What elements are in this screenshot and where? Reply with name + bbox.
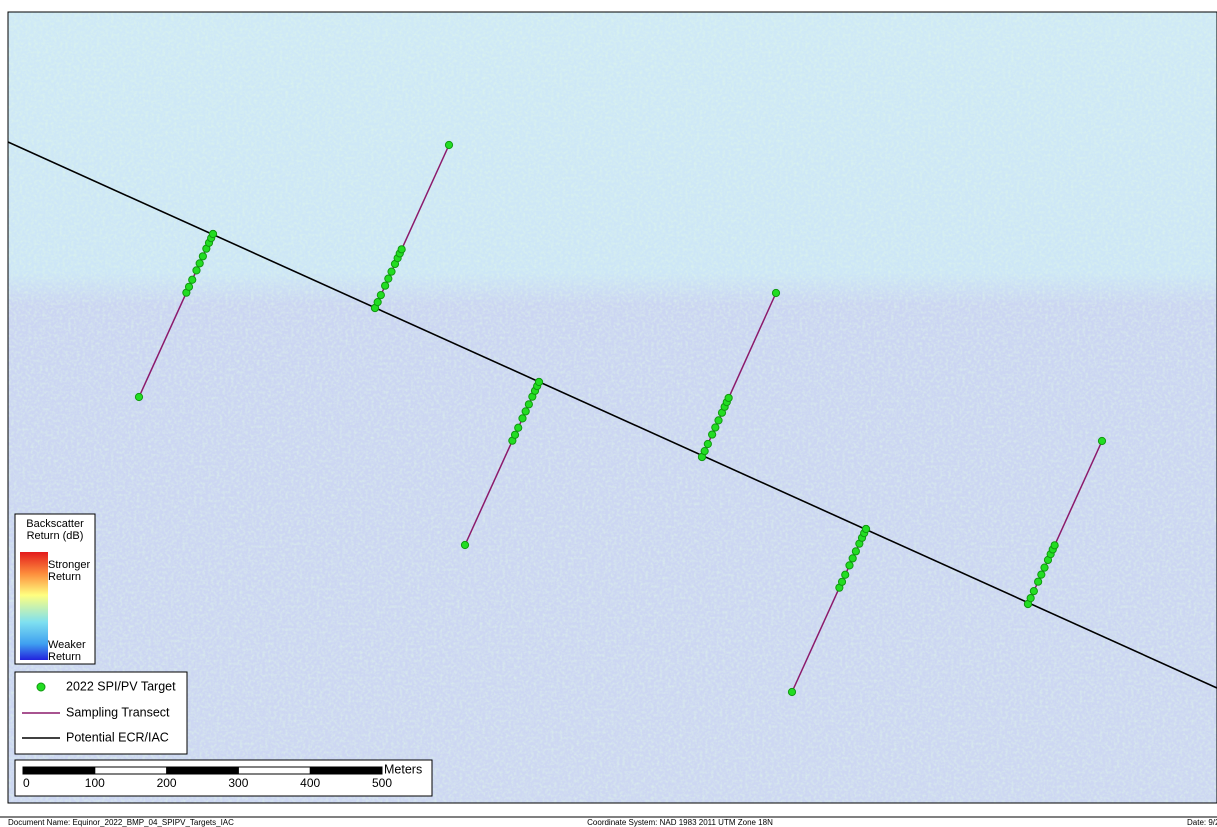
target-point — [1050, 541, 1059, 550]
target-point — [521, 407, 530, 416]
target-point — [708, 430, 717, 439]
map-frame — [8, 12, 1217, 803]
scale-segment — [310, 767, 382, 774]
legend-low: Weaker Return — [48, 639, 86, 663]
target-point — [387, 267, 396, 276]
target-point — [1037, 570, 1046, 579]
transects — [134, 140, 1107, 697]
target-point — [1097, 436, 1107, 446]
target-point — [861, 524, 871, 534]
target-point — [188, 275, 197, 284]
scale-unit: Meters — [384, 762, 422, 776]
scale-box — [14, 759, 433, 797]
target-point — [851, 547, 860, 556]
legend-item: Sampling Transect — [66, 705, 170, 719]
frame-border — [7, 11, 1217, 804]
target-point — [384, 274, 393, 283]
scale-label: 200 — [157, 776, 177, 790]
target-point — [837, 577, 847, 586]
target-point — [198, 252, 207, 261]
legend-high: Stronger Return — [48, 559, 91, 583]
raster-legend: Backscatter Return (dB) Stronger Return We… — [14, 513, 96, 665]
footer-date: Date: 9/21/20 — [1187, 818, 1217, 827]
legend-item: Potential ECR/IAC — [66, 730, 169, 744]
color-ramp — [20, 552, 48, 660]
target-point — [381, 281, 390, 290]
footer-document: Document Name: Equinor_2022_BMP_04_SPIPV… — [8, 818, 234, 827]
target-point — [195, 259, 204, 268]
target-point — [397, 245, 406, 254]
raster-texture — [8, 12, 1217, 803]
target-point — [208, 229, 218, 239]
symbol-legend: 2022 SPI/PV Target Sampling Transect Pot… — [14, 671, 188, 755]
target-point — [376, 290, 385, 300]
target-point — [845, 561, 854, 570]
legend-item: 2022 SPI/PV Target — [66, 679, 176, 693]
target-point — [534, 377, 544, 387]
scale-label: 300 — [228, 776, 248, 790]
target-point — [134, 392, 144, 402]
scale-segment — [23, 767, 95, 774]
target-point — [848, 554, 857, 563]
target-point — [444, 140, 454, 150]
target-point — [514, 423, 523, 432]
target-point — [524, 400, 533, 409]
scale-segment — [166, 767, 239, 774]
scale-label: 0 — [23, 776, 30, 790]
target-point — [373, 298, 382, 307]
target-point — [714, 416, 723, 425]
target-point — [184, 282, 194, 291]
target-point — [510, 430, 520, 439]
legend-title: Backscatter Return (dB) — [26, 518, 84, 542]
target-point — [518, 414, 527, 423]
target-point — [700, 446, 709, 456]
target-point — [192, 266, 201, 275]
target-point — [1040, 563, 1049, 572]
target-point — [711, 423, 720, 432]
target-point — [724, 393, 733, 403]
target-point — [1029, 586, 1038, 596]
scale-label: 400 — [300, 776, 320, 790]
target-point — [1034, 577, 1043, 586]
legend-target-symbol — [36, 682, 46, 692]
target-point — [841, 570, 850, 579]
target-point — [703, 439, 712, 449]
scale-label: 500 — [372, 776, 392, 790]
target-point — [771, 288, 781, 298]
target-point — [787, 687, 797, 697]
target-point — [460, 540, 470, 550]
footer-coordinates: Coordinate System: NAD 1983 2011 UTM Zon… — [587, 818, 773, 827]
target-point — [1026, 594, 1035, 603]
scale-label: 100 — [85, 776, 105, 790]
